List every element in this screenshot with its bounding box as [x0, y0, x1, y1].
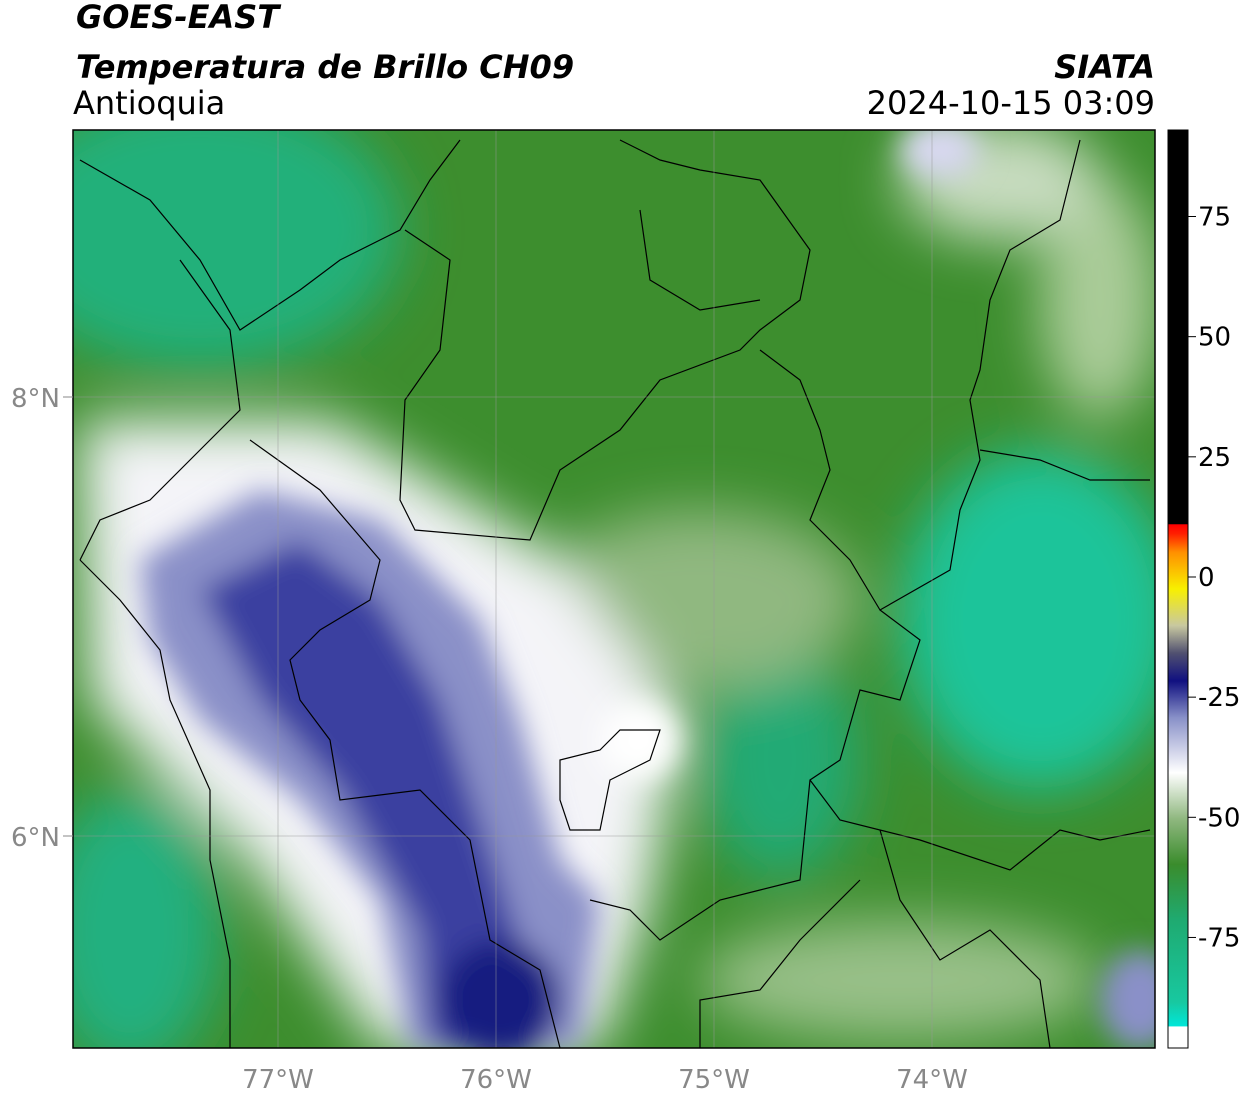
title: GOES-EAST — [76, 0, 281, 36]
lon-label: 75°W — [678, 1065, 750, 1095]
lat-label: 8°N — [11, 384, 60, 414]
colorbar-tick-label: -50 — [1198, 803, 1240, 833]
lon-label: 74°W — [896, 1065, 968, 1095]
colorbar-tick-label: 25 — [1198, 443, 1231, 473]
colorbar-tick-label: 75 — [1198, 203, 1231, 233]
source: SIATA — [1054, 48, 1155, 86]
colorbar-tick-label: -75 — [1198, 923, 1240, 953]
colorbar — [1167, 129, 1189, 1049]
subtitle: Temperatura de Brillo CH09 — [76, 48, 574, 86]
borders — [79, 139, 1151, 1048]
lon-label: 77°W — [242, 1065, 314, 1095]
colorbar-tick-label: 50 — [1198, 323, 1231, 353]
map-frame — [72, 129, 1156, 1049]
colorbar-tick-label: 0 — [1198, 563, 1215, 593]
colorbar-tick-label: -25 — [1198, 683, 1240, 713]
lon-label: 76°W — [460, 1065, 532, 1095]
region: Antioquia — [73, 84, 225, 122]
datetime: 2024-10-15 03:09 — [867, 84, 1155, 122]
map-image — [73, 130, 1155, 1048]
lat-label: 6°N — [11, 823, 60, 853]
graticule — [73, 130, 1155, 1048]
